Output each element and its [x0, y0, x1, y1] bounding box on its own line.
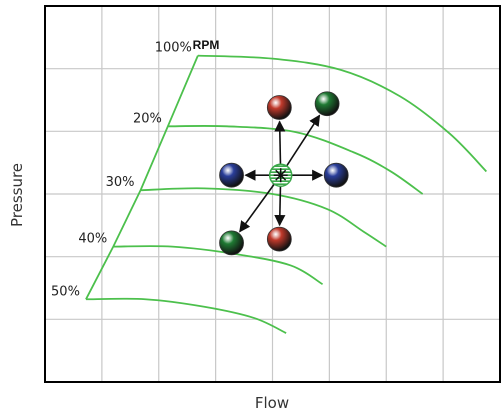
operating-points — [219, 91, 349, 256]
curve-label: 100% — [155, 41, 192, 56]
x-axis-title: Flow — [255, 394, 289, 412]
arrow-to-up-right-green — [286, 114, 321, 167]
center-operating-point — [268, 163, 293, 187]
labels: 100% 20% 30% 40% 50% — [51, 41, 192, 300]
curve-label: 50% — [51, 284, 80, 299]
arrow-to-down-red — [274, 186, 286, 227]
operating-point-up-right-green — [314, 91, 340, 117]
y-axis-title: Pressure — [8, 163, 26, 227]
curves — [85, 54, 487, 334]
rpm-curve-30pct — [140, 187, 387, 248]
rpm-curve-20pct — [167, 125, 424, 195]
grid-lines — [45, 6, 500, 382]
plot-frame — [44, 5, 501, 383]
rpm-curve-50pct — [85, 297, 287, 334]
operating-point-left-blue — [219, 162, 244, 188]
operating-point-down-left-green — [219, 230, 244, 256]
curve-label: 20% — [133, 111, 162, 126]
arrows — [239, 114, 324, 233]
operating-point-right-blue — [323, 162, 349, 188]
envelope-line — [85, 55, 199, 300]
arrow-to-up-red — [274, 120, 286, 165]
operating-point-up-red — [266, 95, 292, 120]
arrow-to-down-left-green — [239, 183, 275, 233]
curve-label: 40% — [78, 232, 107, 247]
rpm-header: RPM — [193, 38, 220, 52]
curve-label: 30% — [106, 175, 135, 190]
rpm-curve-40pct — [113, 245, 324, 286]
rpm-curve-100pct — [197, 54, 487, 173]
operating-point-down-red — [266, 226, 292, 252]
